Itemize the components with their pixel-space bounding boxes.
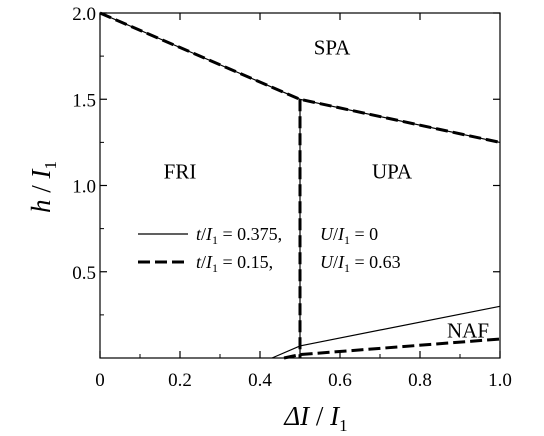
region-labels: SPA FRI UPA NAF [164,36,489,343]
region-label-fri: FRI [164,160,197,184]
legend-entry-2-t: t/I1 = 0.15, [196,252,273,275]
x-tick-label: 0.8 [408,370,432,391]
region-label-naf: NAF [447,318,489,342]
y-tick-label: 1.5 [72,90,96,111]
x-tick-label: 0.6 [328,370,352,391]
y-axis-title: h / I1 [26,161,60,213]
x-axis-title: ΔI / I1 [283,401,347,435]
y-tick-label: 1.0 [72,177,96,198]
legend: t/I1 = 0.375, U/I1 = 0 t/I1 = 0.15, U/I1 = … [138,224,401,275]
x-tick-label: 0.2 [168,370,192,391]
axis-ticks: 0 0.2 0.4 0.6 0.8 1.0 0.5 1.0 1.5 2.0 [72,4,512,391]
x-tick-label: 0.4 [248,370,272,391]
legend-entry-2-u: U/I1 = 0.63 [320,252,401,275]
y-tick-label: 2.0 [72,4,96,25]
legend-entry-1-u: U/I1 = 0 [320,224,378,247]
x-tick-label: 0 [95,370,105,391]
series-2-segment-1 [99,11,501,144]
region-label-spa: SPA [314,36,351,60]
y-tick-label: 0.5 [72,263,96,284]
x-tick-label: 1.0 [488,370,512,391]
legend-entry-1-t: t/I1 = 0.375, [196,224,282,247]
region-label-upa: UPA [372,160,413,184]
series-2-segment-3 [283,337,501,360]
